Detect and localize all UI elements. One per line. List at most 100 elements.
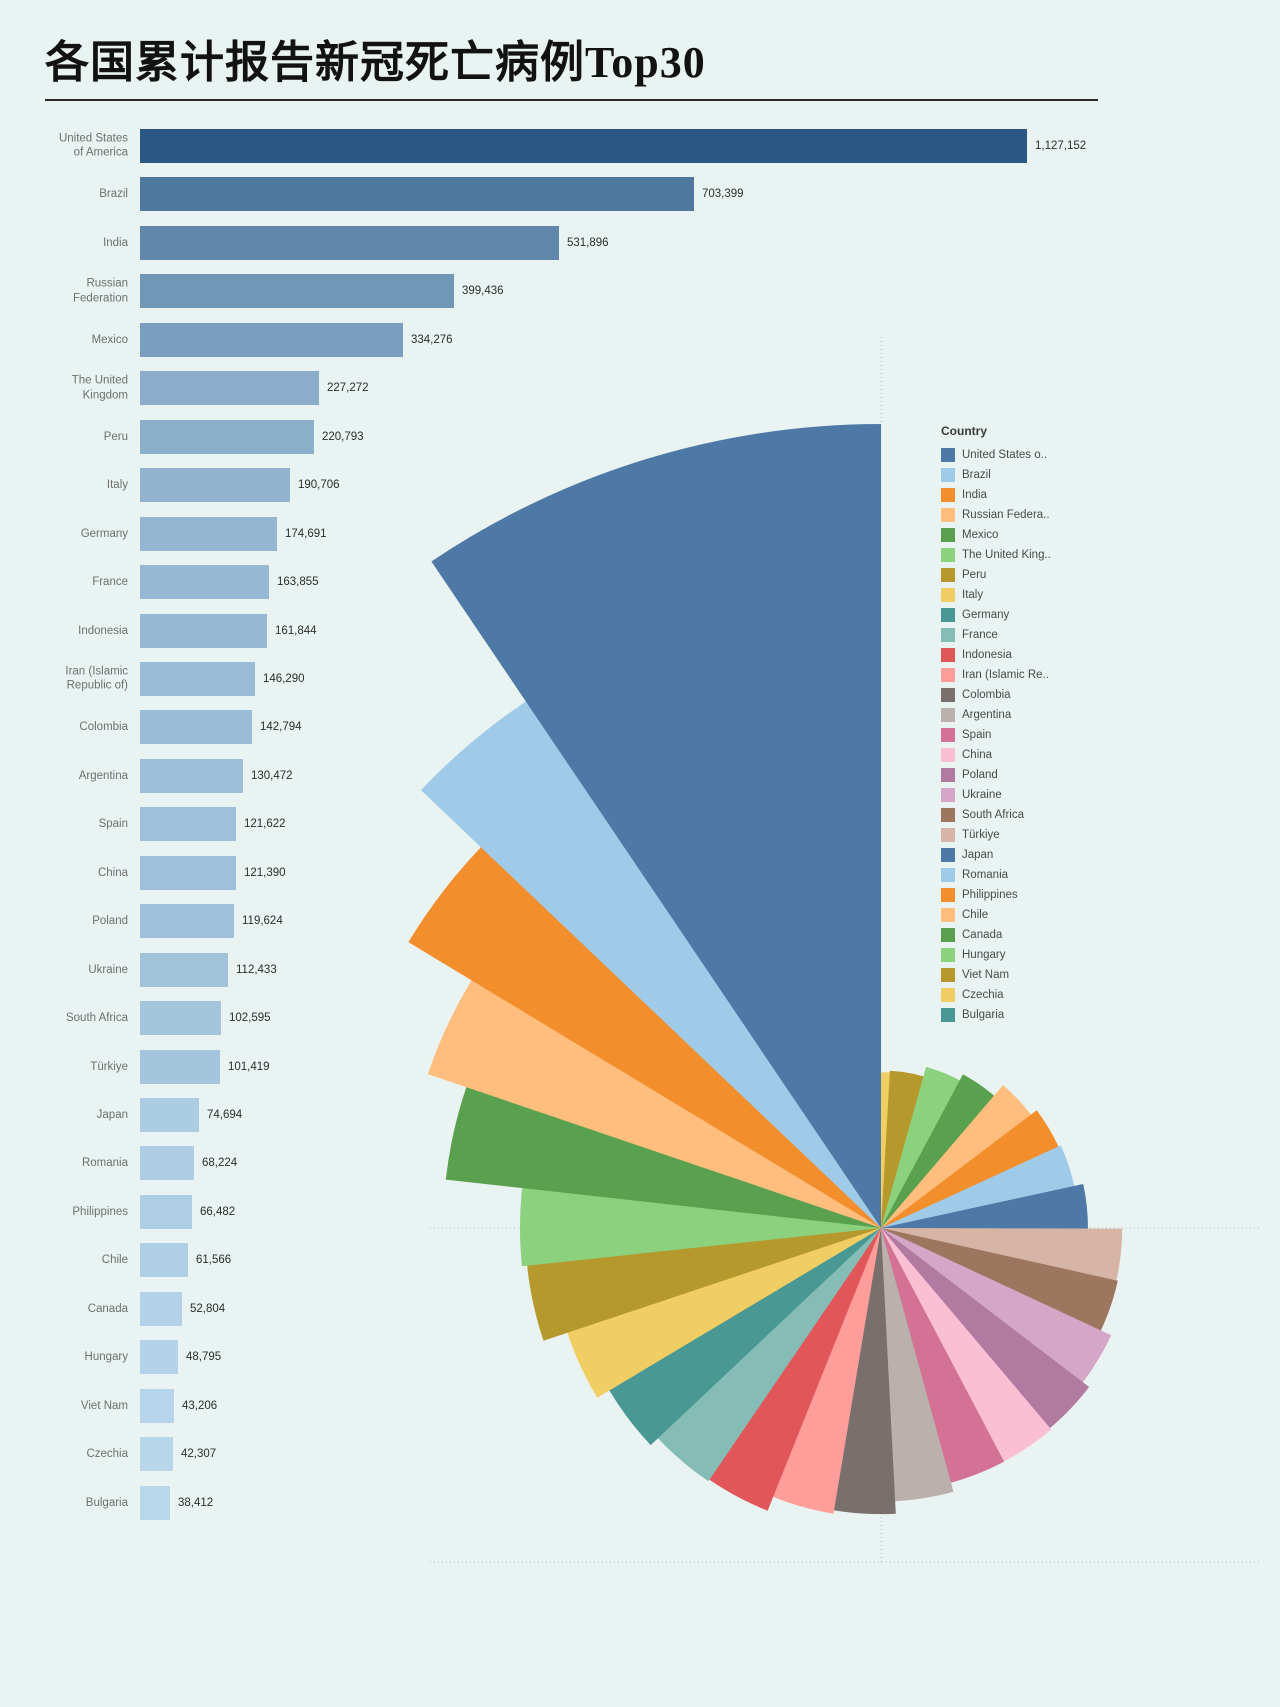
rose-wedge[interactable] bbox=[881, 1085, 1063, 1228]
legend-label: Indonesia bbox=[962, 649, 1012, 661]
legend-item[interactable]: India bbox=[941, 485, 1051, 505]
legend-item[interactable]: Brazil bbox=[941, 465, 1051, 485]
legend-item[interactable]: South Africa bbox=[941, 805, 1051, 825]
bar-category-label: Indonesia bbox=[78, 624, 128, 637]
legend-item[interactable]: Ukraine bbox=[941, 785, 1051, 805]
legend-item[interactable]: Bulgaria bbox=[941, 1005, 1051, 1025]
bar[interactable] bbox=[140, 952, 228, 987]
bar-category-label: Czechia bbox=[86, 1447, 128, 1460]
legend-item[interactable]: Viet Nam bbox=[941, 965, 1051, 985]
bar[interactable] bbox=[140, 710, 252, 745]
bar-row: Indonesia 161,844 bbox=[0, 613, 1280, 648]
bar-row: Chile 61,566 bbox=[0, 1243, 1280, 1278]
legend-item[interactable]: Romania bbox=[941, 865, 1051, 885]
legend-swatch-icon bbox=[941, 768, 955, 782]
legend-swatch-icon bbox=[941, 628, 955, 642]
legend-item[interactable]: Canada bbox=[941, 925, 1051, 945]
bar[interactable] bbox=[140, 177, 694, 212]
bar[interactable] bbox=[140, 1340, 178, 1375]
legend-item[interactable]: Türkiye bbox=[941, 825, 1051, 845]
bar-category-label: Canada bbox=[87, 1302, 128, 1315]
bar[interactable] bbox=[140, 371, 319, 406]
bar[interactable] bbox=[140, 1485, 170, 1520]
legend-label: Czechia bbox=[962, 989, 1004, 1001]
bar[interactable] bbox=[140, 1388, 174, 1423]
legend-label: Spain bbox=[962, 729, 992, 741]
legend-swatch-icon bbox=[941, 748, 955, 762]
legend-item[interactable]: United States o.. bbox=[941, 445, 1051, 465]
bar-value-label: 119,624 bbox=[242, 915, 283, 928]
bar[interactable] bbox=[140, 904, 234, 939]
bar-value-label: 61,566 bbox=[196, 1254, 232, 1267]
legend-item[interactable]: Italy bbox=[941, 585, 1051, 605]
legend-item[interactable]: Spain bbox=[941, 725, 1051, 745]
legend-label: Türkiye bbox=[962, 829, 1000, 841]
legend-swatch-icon bbox=[941, 688, 955, 702]
bar[interactable] bbox=[140, 129, 1027, 163]
bar-value-label: 112,433 bbox=[236, 963, 277, 976]
legend-item[interactable]: Colombia bbox=[941, 685, 1051, 705]
bar-value-label: 220,793 bbox=[322, 430, 364, 443]
bar[interactable] bbox=[140, 807, 236, 842]
legend-swatch-icon bbox=[941, 1008, 955, 1022]
bar[interactable] bbox=[140, 1194, 192, 1229]
bar[interactable] bbox=[140, 758, 243, 793]
bar-category-label: China bbox=[97, 866, 128, 879]
legend-label: Ukraine bbox=[962, 789, 1002, 801]
bar[interactable] bbox=[140, 322, 403, 357]
bar-row: The United Kingdom 227,272 bbox=[0, 371, 1280, 406]
bar-category-label: Iran (Islamic Republic of) bbox=[65, 665, 128, 692]
legend-item[interactable]: Peru bbox=[941, 565, 1051, 585]
legend-swatch-icon bbox=[941, 808, 955, 822]
bar[interactable] bbox=[140, 1049, 220, 1084]
bar[interactable] bbox=[140, 1437, 173, 1472]
legend-item[interactable]: Indonesia bbox=[941, 645, 1051, 665]
legend-item[interactable]: Germany bbox=[941, 605, 1051, 625]
legend-item[interactable]: Chile bbox=[941, 905, 1051, 925]
bar-row: Philippines 66,482 bbox=[0, 1194, 1280, 1229]
legend-item[interactable]: China bbox=[941, 745, 1051, 765]
legend-item[interactable]: Mexico bbox=[941, 525, 1051, 545]
bar[interactable] bbox=[140, 1098, 199, 1132]
bar-value-label: 703,399 bbox=[702, 188, 744, 201]
bar-row: United States of America 1,127,152 bbox=[0, 129, 1280, 163]
bar[interactable] bbox=[140, 613, 267, 648]
bar[interactable] bbox=[140, 661, 255, 696]
legend-label: Peru bbox=[962, 569, 987, 581]
bar[interactable] bbox=[140, 1001, 221, 1036]
bar-category-label: Japan bbox=[96, 1108, 128, 1121]
bar-category-label: Argentina bbox=[78, 769, 128, 782]
legend-item[interactable]: Argentina bbox=[941, 705, 1051, 725]
bar[interactable] bbox=[140, 419, 314, 454]
bar-category-label: India bbox=[103, 236, 128, 249]
legend-item[interactable]: Poland bbox=[941, 765, 1051, 785]
bar-value-label: 42,307 bbox=[181, 1448, 217, 1461]
legend-item[interactable]: Japan bbox=[941, 845, 1051, 865]
bar-row: Romania 68,224 bbox=[0, 1146, 1280, 1181]
bar[interactable] bbox=[140, 565, 269, 600]
bar[interactable] bbox=[140, 516, 277, 551]
bar[interactable] bbox=[140, 855, 236, 890]
bar-row: China 121,390 bbox=[0, 855, 1280, 890]
legend-item[interactable]: Russian Federa.. bbox=[941, 505, 1051, 525]
bar[interactable] bbox=[140, 468, 290, 503]
bar-value-label: 68,224 bbox=[202, 1157, 238, 1170]
bar[interactable] bbox=[140, 274, 454, 309]
legend-item[interactable]: France bbox=[941, 625, 1051, 645]
bar-row: France 163,855 bbox=[0, 565, 1280, 600]
bar[interactable] bbox=[140, 1146, 194, 1181]
legend-item[interactable]: Iran (Islamic Re.. bbox=[941, 665, 1051, 685]
bar-row: Mexico 334,276 bbox=[0, 322, 1280, 357]
legend-item[interactable]: Hungary bbox=[941, 945, 1051, 965]
legend-swatch-icon bbox=[941, 848, 955, 862]
rose-wedge[interactable] bbox=[431, 424, 881, 1228]
legend-item[interactable]: Czechia bbox=[941, 985, 1051, 1005]
legend-label: Poland bbox=[962, 769, 998, 781]
legend-item[interactable]: The United King.. bbox=[941, 545, 1051, 565]
bar[interactable] bbox=[140, 225, 559, 260]
legend-swatch-icon bbox=[941, 948, 955, 962]
legend-item[interactable]: Philippines bbox=[941, 885, 1051, 905]
bar[interactable] bbox=[140, 1243, 188, 1278]
legend-swatch-icon bbox=[941, 648, 955, 662]
bar[interactable] bbox=[140, 1291, 182, 1326]
